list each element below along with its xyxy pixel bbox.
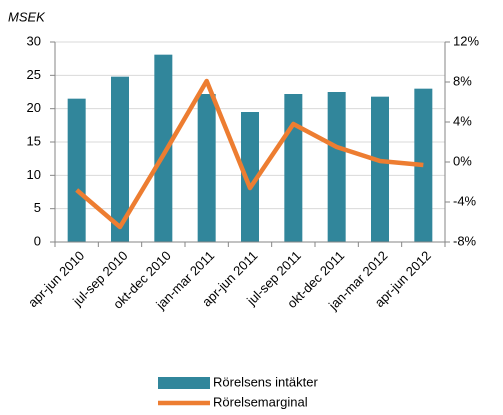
y-tick-label: 30 [27, 33, 41, 48]
bar [284, 94, 303, 242]
y2-tick-label: 4% [453, 113, 472, 128]
line [75, 78, 424, 230]
legend-label: Rörelsemarginal [213, 394, 308, 409]
y2-tick-label: -8% [453, 233, 477, 248]
bar [371, 96, 389, 243]
y2-tick-label: 0% [453, 153, 472, 168]
y-tick-label: 5 [34, 200, 41, 215]
bar [241, 112, 259, 242]
y2-tick-label: 12% [453, 33, 479, 48]
legend-swatch [158, 377, 210, 389]
y-axis-label: MSEK [8, 9, 46, 24]
bar [111, 76, 129, 243]
y2-tick-label: -4% [453, 193, 477, 208]
legend-label: Rörelsens intäkter [213, 374, 318, 389]
bar [154, 54, 173, 242]
y-tick-label: 15 [27, 133, 41, 148]
y-tick-label: 0 [34, 233, 41, 248]
bar [327, 92, 346, 242]
y-tick-label: 10 [27, 167, 41, 182]
bar [197, 94, 216, 242]
y2-tick-label: 8% [453, 73, 472, 88]
y-tick-label: 20 [27, 100, 41, 115]
bar [414, 88, 433, 243]
bar [67, 98, 86, 243]
y-tick-label: 25 [27, 67, 41, 82]
